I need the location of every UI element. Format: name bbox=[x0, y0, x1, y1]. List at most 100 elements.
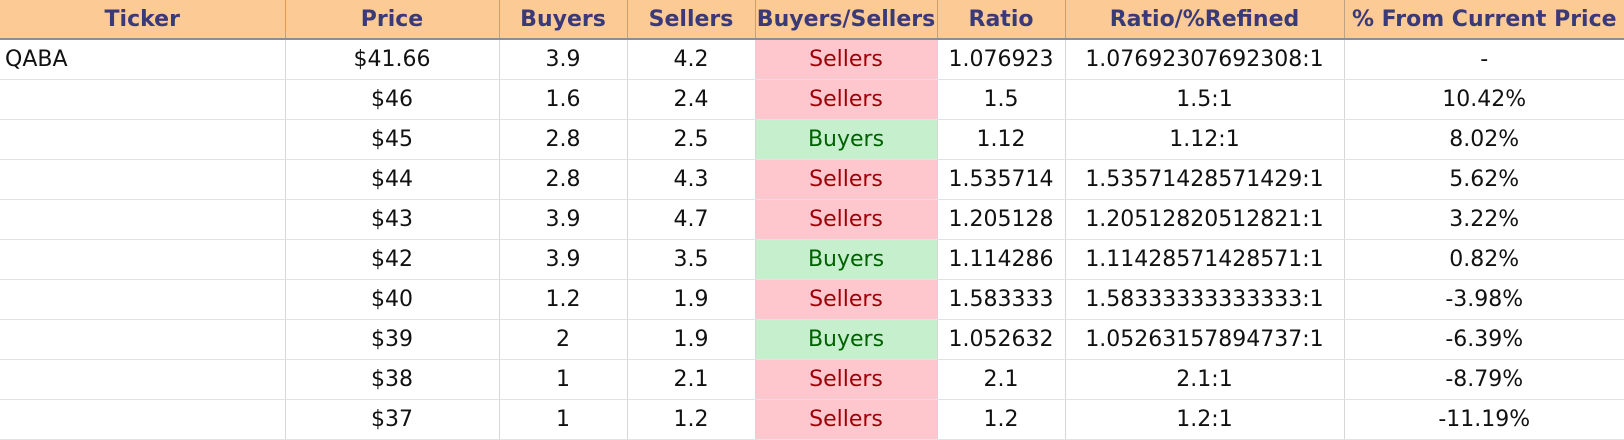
cell-ratio-refined[interactable]: 1.11428571428571:1 bbox=[1065, 239, 1345, 280]
cell-buyers-sellers[interactable]: Sellers bbox=[755, 79, 938, 120]
cell-pct-from-current[interactable]: 5.62% bbox=[1344, 159, 1624, 200]
cell-sellers[interactable]: 1.9 bbox=[627, 319, 756, 360]
header-buyers[interactable]: Buyers bbox=[499, 0, 628, 40]
table-header: Ticker Price Buyers Sellers Buyers/Selle… bbox=[0, 0, 1624, 40]
cell-ratio[interactable]: 2.1 bbox=[937, 359, 1066, 400]
cell-ticker[interactable] bbox=[0, 199, 286, 240]
table-row: $42 3.9 3.5 Buyers 1.114286 1.11428571428571:… bbox=[0, 239, 1624, 280]
cell-buyers-sellers[interactable]: Sellers bbox=[755, 159, 938, 200]
cell-ticker[interactable] bbox=[0, 239, 286, 280]
header-price[interactable]: Price bbox=[285, 0, 500, 40]
table-body: QABA $41.66 3.9 4.2 Sellers 1.076923 1.0769230… bbox=[0, 39, 1624, 440]
cell-ticker[interactable] bbox=[0, 79, 286, 120]
cell-pct-from-current[interactable]: 3.22% bbox=[1344, 199, 1624, 240]
cell-sellers[interactable]: 1.2 bbox=[627, 399, 756, 440]
cell-sellers[interactable]: 2.1 bbox=[627, 359, 756, 400]
cell-sellers[interactable]: 4.7 bbox=[627, 199, 756, 240]
cell-price[interactable]: $45 bbox=[285, 119, 500, 160]
cell-buyers-sellers[interactable]: Sellers bbox=[755, 279, 938, 320]
cell-sellers[interactable]: 4.3 bbox=[627, 159, 756, 200]
cell-ratio-refined[interactable]: 1.5:1 bbox=[1065, 79, 1345, 120]
cell-buyers[interactable]: 1 bbox=[499, 359, 628, 400]
cell-buyers-sellers[interactable]: Sellers bbox=[755, 199, 938, 240]
cell-buyers-sellers[interactable]: Sellers bbox=[755, 359, 938, 400]
cell-ticker[interactable]: QABA bbox=[0, 39, 286, 80]
table-row: $40 1.2 1.9 Sellers 1.583333 1.58333333333333… bbox=[0, 279, 1624, 320]
cell-pct-from-current[interactable]: -11.19% bbox=[1344, 399, 1624, 440]
cell-ratio-refined[interactable]: 1.20512820512821:1 bbox=[1065, 199, 1345, 240]
cell-ratio-refined[interactable]: 1.53571428571429:1 bbox=[1065, 159, 1345, 200]
cell-pct-from-current[interactable]: -6.39% bbox=[1344, 319, 1624, 360]
cell-buyers[interactable]: 2 bbox=[499, 319, 628, 360]
table-row: $37 1 1.2 Sellers 1.2 1.2:1 -11.19% bbox=[0, 399, 1624, 440]
cell-buyers[interactable]: 3.9 bbox=[499, 39, 628, 80]
cell-ratio[interactable]: 1.535714 bbox=[937, 159, 1066, 200]
cell-ratio-refined[interactable]: 1.05263157894737:1 bbox=[1065, 319, 1345, 360]
cell-price[interactable]: $38 bbox=[285, 359, 500, 400]
cell-ratio[interactable]: 1.205128 bbox=[937, 199, 1066, 240]
cell-buyers-sellers[interactable]: Sellers bbox=[755, 399, 938, 440]
cell-buyers[interactable]: 1.2 bbox=[499, 279, 628, 320]
cell-buyers[interactable]: 1 bbox=[499, 399, 628, 440]
cell-buyers[interactable]: 1.6 bbox=[499, 79, 628, 120]
cell-price[interactable]: $40 bbox=[285, 279, 500, 320]
cell-price[interactable]: $37 bbox=[285, 399, 500, 440]
cell-ratio[interactable]: 1.5 bbox=[937, 79, 1066, 120]
cell-ratio-refined[interactable]: 1.07692307692308:1 bbox=[1065, 39, 1345, 80]
cell-buyers-sellers[interactable]: Sellers bbox=[755, 39, 938, 80]
cell-ticker[interactable] bbox=[0, 119, 286, 160]
cell-buyers-sellers[interactable]: Buyers bbox=[755, 119, 938, 160]
cell-ratio[interactable]: 1.12 bbox=[937, 119, 1066, 160]
cell-price[interactable]: $39 bbox=[285, 319, 500, 360]
cell-buyers[interactable]: 2.8 bbox=[499, 159, 628, 200]
cell-ticker[interactable] bbox=[0, 359, 286, 400]
table-row: QABA $41.66 3.9 4.2 Sellers 1.076923 1.0769230… bbox=[0, 39, 1624, 80]
cell-buyers[interactable]: 3.9 bbox=[499, 199, 628, 240]
table-row: $44 2.8 4.3 Sellers 1.535714 1.53571428571429… bbox=[0, 159, 1624, 200]
header-row: Ticker Price Buyers Sellers Buyers/Selle… bbox=[0, 0, 1624, 40]
cell-ticker[interactable] bbox=[0, 319, 286, 360]
cell-ticker[interactable] bbox=[0, 159, 286, 200]
cell-price[interactable]: $42 bbox=[285, 239, 500, 280]
cell-price[interactable]: $46 bbox=[285, 79, 500, 120]
table-row: $45 2.8 2.5 Buyers 1.12 1.12:1 8.02% bbox=[0, 119, 1624, 160]
cell-ratio-refined[interactable]: 1.12:1 bbox=[1065, 119, 1345, 160]
header-buyers-sellers[interactable]: Buyers/Sellers bbox=[755, 0, 938, 40]
table-row: $38 1 2.1 Sellers 2.1 2.1:1 -8.79% bbox=[0, 359, 1624, 400]
cell-ratio[interactable]: 1.114286 bbox=[937, 239, 1066, 280]
cell-pct-from-current[interactable]: 8.02% bbox=[1344, 119, 1624, 160]
cell-ratio[interactable]: 1.2 bbox=[937, 399, 1066, 440]
cell-pct-from-current[interactable]: -8.79% bbox=[1344, 359, 1624, 400]
header-sellers[interactable]: Sellers bbox=[627, 0, 756, 40]
table-row: $46 1.6 2.4 Sellers 1.5 1.5:1 10.42% bbox=[0, 79, 1624, 120]
cell-ratio-refined[interactable]: 2.1:1 bbox=[1065, 359, 1345, 400]
cell-sellers[interactable]: 2.4 bbox=[627, 79, 756, 120]
cell-pct-from-current[interactable]: -3.98% bbox=[1344, 279, 1624, 320]
cell-ratio-refined[interactable]: 1.58333333333333:1 bbox=[1065, 279, 1345, 320]
cell-sellers[interactable]: 2.5 bbox=[627, 119, 756, 160]
cell-price[interactable]: $43 bbox=[285, 199, 500, 240]
cell-ticker[interactable] bbox=[0, 399, 286, 440]
header-ticker[interactable]: Ticker bbox=[0, 0, 286, 40]
cell-ratio[interactable]: 1.076923 bbox=[937, 39, 1066, 80]
cell-buyers-sellers[interactable]: Buyers bbox=[755, 239, 938, 280]
cell-pct-from-current[interactable]: 10.42% bbox=[1344, 79, 1624, 120]
cell-buyers-sellers[interactable]: Buyers bbox=[755, 319, 938, 360]
cell-sellers[interactable]: 3.5 bbox=[627, 239, 756, 280]
cell-buyers[interactable]: 3.9 bbox=[499, 239, 628, 280]
cell-sellers[interactable]: 4.2 bbox=[627, 39, 756, 80]
cell-ratio[interactable]: 1.583333 bbox=[937, 279, 1066, 320]
header-ratio[interactable]: Ratio bbox=[937, 0, 1066, 40]
cell-pct-from-current[interactable]: - bbox=[1344, 39, 1624, 80]
header-pct-from-current[interactable]: % From Current Price bbox=[1344, 0, 1624, 40]
cell-buyers[interactable]: 2.8 bbox=[499, 119, 628, 160]
cell-sellers[interactable]: 1.9 bbox=[627, 279, 756, 320]
cell-ratio[interactable]: 1.052632 bbox=[937, 319, 1066, 360]
cell-pct-from-current[interactable]: 0.82% bbox=[1344, 239, 1624, 280]
cell-price[interactable]: $44 bbox=[285, 159, 500, 200]
cell-ticker[interactable] bbox=[0, 279, 286, 320]
header-ratio-refined[interactable]: Ratio/%Refined bbox=[1065, 0, 1345, 40]
cell-ratio-refined[interactable]: 1.2:1 bbox=[1065, 399, 1345, 440]
cell-price[interactable]: $41.66 bbox=[285, 39, 500, 80]
